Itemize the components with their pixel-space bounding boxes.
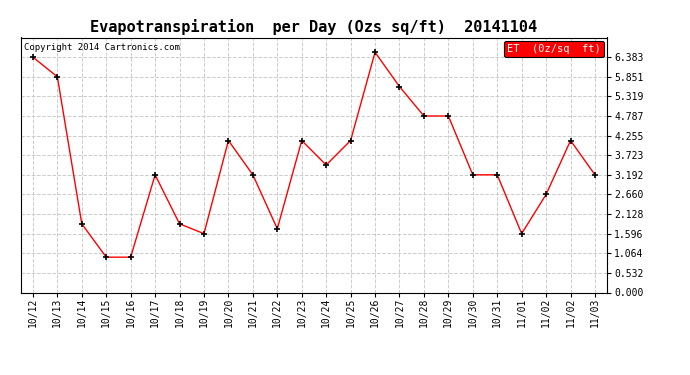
Text: Copyright 2014 Cartronics.com: Copyright 2014 Cartronics.com: [23, 43, 179, 52]
Title: Evapotranspiration  per Day (Ozs sq/ft)  20141104: Evapotranspiration per Day (Ozs sq/ft) 2…: [90, 19, 538, 35]
Legend: ET  (0z/sq  ft): ET (0z/sq ft): [504, 40, 604, 57]
